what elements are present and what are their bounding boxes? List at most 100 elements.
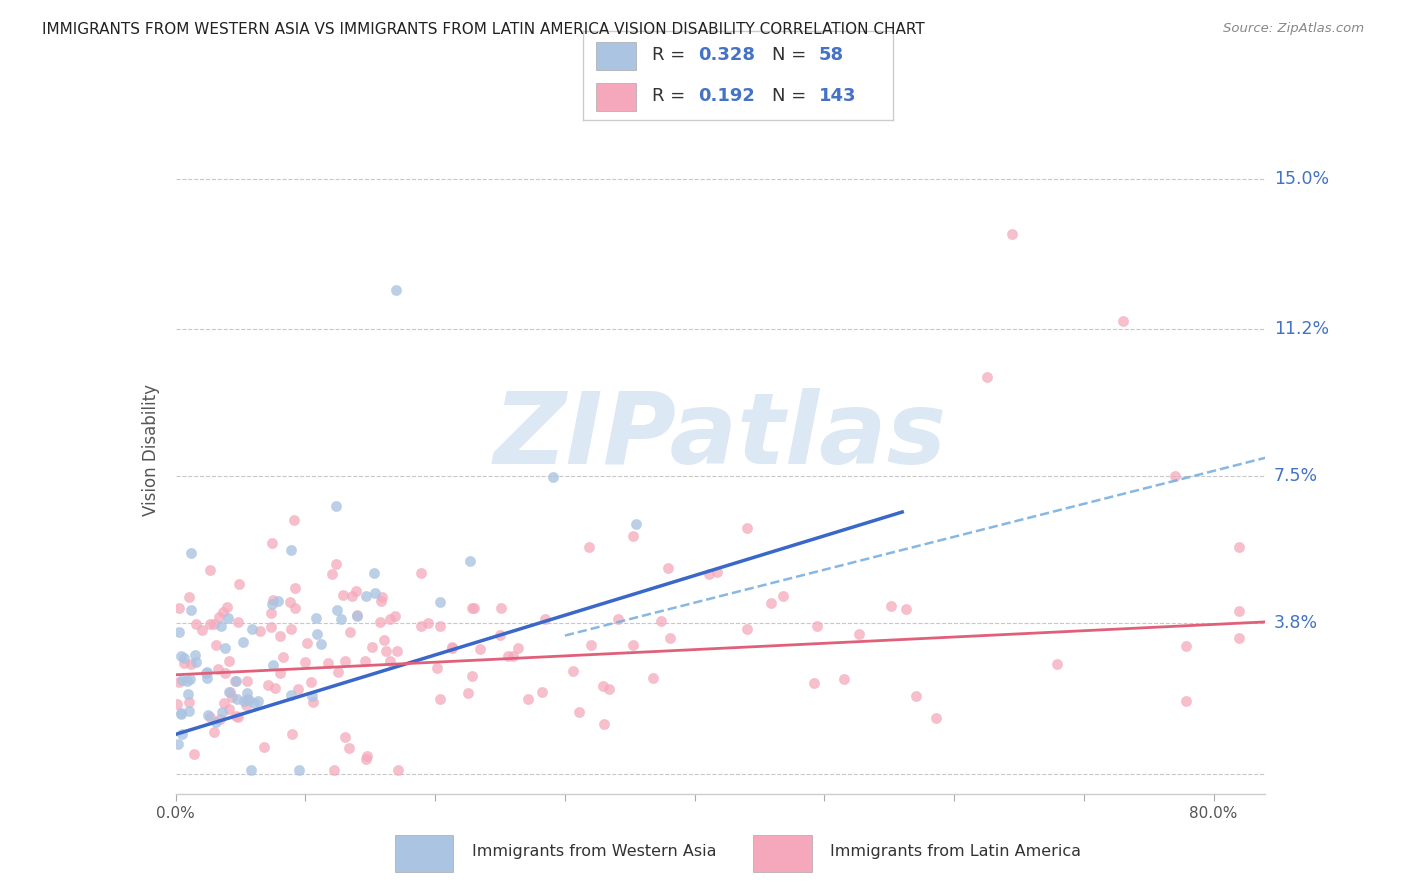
Point bbox=[643, 672, 665, 686]
Point bbox=[621, 528, 644, 542]
Point bbox=[198, 710, 221, 724]
Point bbox=[236, 686, 259, 700]
Point bbox=[378, 654, 401, 668]
Point bbox=[460, 601, 482, 615]
Point bbox=[184, 616, 207, 631]
Point bbox=[354, 654, 377, 668]
Point bbox=[280, 542, 302, 557]
Point bbox=[218, 654, 240, 668]
Text: IMMIGRANTS FROM WESTERN ASIA VS IMMIGRANTS FROM LATIN AMERICA VISION DISABILITY : IMMIGRANTS FROM WESTERN ASIA VS IMMIGRAN… bbox=[42, 22, 925, 37]
Point bbox=[337, 740, 360, 755]
Point bbox=[463, 601, 485, 615]
Point bbox=[202, 724, 225, 739]
Point bbox=[592, 679, 614, 693]
Point bbox=[299, 674, 322, 689]
Point bbox=[880, 599, 903, 613]
Point bbox=[180, 603, 202, 617]
Point bbox=[260, 597, 283, 611]
Point bbox=[1175, 639, 1198, 653]
Point bbox=[905, 690, 928, 704]
Point bbox=[531, 684, 554, 698]
FancyBboxPatch shape bbox=[754, 835, 811, 872]
Point bbox=[211, 605, 233, 619]
Point bbox=[198, 564, 221, 578]
Point bbox=[177, 704, 200, 718]
Point bbox=[340, 590, 363, 604]
Point bbox=[224, 673, 246, 688]
Point bbox=[205, 715, 228, 730]
Point bbox=[169, 707, 191, 722]
Point bbox=[197, 665, 219, 679]
Point bbox=[335, 731, 357, 745]
Point bbox=[183, 747, 205, 762]
Y-axis label: Vision Disability: Vision Disability bbox=[142, 384, 160, 516]
Point bbox=[235, 698, 257, 712]
Point bbox=[759, 596, 782, 610]
Point bbox=[658, 631, 681, 645]
Point bbox=[508, 641, 530, 656]
Point bbox=[356, 748, 378, 763]
Text: 7.5%: 7.5% bbox=[1274, 467, 1317, 485]
Point bbox=[231, 634, 253, 648]
Point bbox=[429, 692, 451, 706]
Point bbox=[894, 602, 917, 616]
Point bbox=[363, 566, 385, 581]
Point bbox=[772, 589, 794, 603]
Text: R =: R = bbox=[651, 87, 690, 105]
Point bbox=[516, 691, 538, 706]
Point bbox=[253, 740, 276, 755]
Point bbox=[326, 602, 349, 616]
Point bbox=[309, 637, 332, 651]
Point bbox=[374, 643, 396, 657]
Point bbox=[650, 614, 672, 628]
Point bbox=[217, 611, 239, 625]
Point bbox=[180, 657, 202, 671]
Point bbox=[167, 600, 190, 615]
Point bbox=[273, 649, 295, 664]
Point bbox=[697, 566, 720, 581]
Point bbox=[803, 676, 825, 690]
Point bbox=[287, 682, 309, 697]
Point bbox=[225, 674, 247, 689]
Text: 0.192: 0.192 bbox=[697, 87, 755, 105]
Point bbox=[1112, 314, 1135, 328]
Text: ZIPatlas: ZIPatlas bbox=[494, 388, 948, 485]
Point bbox=[578, 541, 600, 555]
Point bbox=[657, 560, 679, 574]
Point bbox=[706, 565, 728, 579]
Point bbox=[426, 661, 449, 675]
Point bbox=[180, 546, 202, 560]
Point bbox=[429, 595, 451, 609]
Point bbox=[179, 590, 201, 604]
Point bbox=[1229, 540, 1251, 554]
Point bbox=[233, 694, 256, 708]
Text: Source: ZipAtlas.com: Source: ZipAtlas.com bbox=[1223, 22, 1364, 36]
Text: 11.2%: 11.2% bbox=[1274, 320, 1329, 338]
Point bbox=[202, 616, 225, 631]
Point bbox=[208, 713, 231, 727]
Point bbox=[1175, 694, 1198, 708]
Point bbox=[302, 695, 325, 709]
Point bbox=[925, 711, 948, 725]
Point bbox=[295, 636, 318, 650]
Point bbox=[184, 656, 207, 670]
Point bbox=[191, 623, 214, 637]
Point bbox=[211, 705, 233, 719]
Point bbox=[305, 610, 328, 624]
Point bbox=[173, 657, 195, 671]
Point bbox=[170, 706, 193, 720]
Point bbox=[333, 654, 356, 668]
Point bbox=[496, 649, 519, 664]
Point bbox=[626, 516, 648, 531]
Point bbox=[1001, 227, 1024, 241]
Point bbox=[1046, 657, 1069, 672]
Point bbox=[325, 499, 347, 513]
Point bbox=[195, 671, 218, 685]
Point bbox=[387, 763, 409, 777]
Point bbox=[204, 638, 226, 652]
Text: 3.8%: 3.8% bbox=[1274, 615, 1317, 632]
Point bbox=[207, 662, 229, 676]
Point bbox=[235, 674, 257, 689]
Point bbox=[184, 648, 207, 662]
Point bbox=[228, 577, 250, 591]
